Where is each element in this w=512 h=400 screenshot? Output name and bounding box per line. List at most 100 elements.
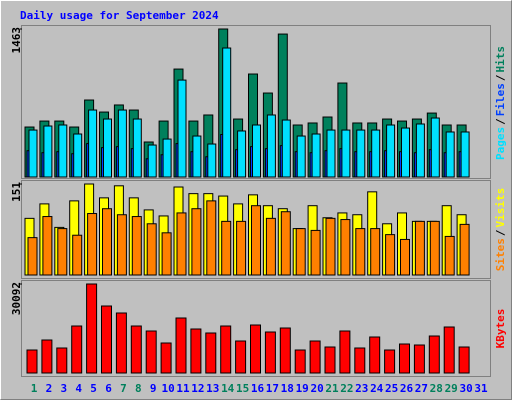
bar: [279, 327, 291, 374]
y-tick-label: 151: [10, 182, 23, 202]
bar: [86, 283, 98, 374]
bar: [117, 109, 127, 178]
y-tick-label: 1463: [10, 27, 23, 54]
bar: [88, 109, 98, 178]
bar: [73, 133, 83, 178]
bar: [220, 325, 232, 374]
bar: [339, 330, 351, 374]
bar: [56, 347, 68, 374]
x-tick-label: 23: [355, 382, 368, 395]
bar: [326, 129, 336, 178]
bar: [191, 208, 202, 276]
bar: [41, 339, 53, 374]
bar: [428, 335, 440, 374]
bar: [237, 130, 247, 178]
legend-entry: Files: [494, 83, 507, 116]
panel-frame: [21, 25, 491, 179]
bar: [429, 220, 440, 276]
bar: [250, 324, 261, 374]
x-tick-label: 28: [430, 382, 443, 395]
bar: [443, 326, 455, 374]
x-tick-label: 22: [340, 382, 353, 395]
bar: [162, 138, 172, 178]
x-tick-label: 2: [46, 382, 53, 395]
bar: [371, 129, 381, 178]
legend: Sites /Visits: [494, 188, 507, 272]
bar: [384, 349, 396, 374]
legend-entry: KBytes: [494, 309, 507, 349]
panel-frame: [21, 180, 491, 279]
legend-separator: /: [494, 229, 507, 236]
bar: [146, 223, 157, 276]
bar: [444, 235, 455, 276]
bar: [115, 312, 127, 374]
bar: [103, 118, 112, 178]
x-tick-label: 16: [251, 382, 265, 395]
legend-entry: Visits: [494, 188, 507, 228]
bar: [27, 237, 38, 276]
bar: [325, 217, 336, 276]
bar: [160, 342, 172, 374]
bar: [252, 124, 261, 178]
x-tick-label: 1: [31, 382, 38, 395]
bar: [177, 79, 187, 178]
bar: [413, 344, 425, 374]
bar: [205, 332, 217, 374]
bar: [414, 220, 425, 276]
bar: [295, 228, 306, 276]
x-tick-label: 18: [281, 382, 294, 395]
legend: KBytes: [494, 309, 507, 349]
y-tick-label: 30092: [10, 282, 23, 315]
x-tick-label: 30: [459, 382, 472, 395]
bar: [236, 220, 247, 276]
x-tick-label: 19: [296, 382, 309, 395]
x-tick-label: 15: [236, 382, 249, 395]
bar: [101, 305, 112, 374]
bar: [42, 216, 53, 276]
legend-separator: /: [494, 74, 507, 81]
bar: [459, 223, 470, 276]
bar: [430, 117, 440, 178]
bar: [399, 343, 410, 374]
bar: [324, 346, 336, 374]
legend-entry: Pages: [494, 127, 507, 160]
bar: [369, 336, 381, 374]
bar: [222, 47, 232, 178]
x-tick-label: 6: [105, 382, 112, 395]
x-tick-label: 10: [161, 382, 174, 395]
bar: [341, 129, 351, 178]
x-tick-label: 9: [150, 382, 157, 395]
bar: [57, 228, 68, 276]
legend-separator: /: [494, 118, 507, 125]
x-tick-label: 7: [120, 382, 127, 395]
x-tick-label: 4: [75, 382, 82, 395]
chart-title: Daily usage for September 2024: [20, 9, 219, 22]
bar: [265, 217, 276, 276]
bar: [207, 143, 217, 178]
x-tick-label: 24: [370, 382, 384, 395]
bar: [281, 119, 291, 178]
bar: [71, 325, 83, 374]
bar: [43, 125, 53, 178]
bar: [251, 205, 261, 276]
legend: Pages/Files/Hits: [494, 46, 507, 160]
bar: [176, 212, 187, 276]
bar: [385, 234, 396, 276]
x-tick-label: 26: [400, 382, 414, 395]
x-tick-label: 12: [191, 382, 204, 395]
bar: [235, 340, 247, 374]
panel-frame: [21, 280, 491, 377]
bar: [72, 234, 83, 276]
bar: [221, 220, 232, 276]
x-tick-label: 8: [135, 382, 142, 395]
bar: [296, 135, 306, 178]
x-tick-label: 25: [385, 382, 398, 395]
x-tick-label: 31: [474, 382, 488, 395]
bar: [192, 135, 202, 178]
bar: [460, 131, 470, 178]
bar: [87, 213, 98, 276]
bar: [309, 340, 321, 374]
bar: [58, 124, 68, 178]
